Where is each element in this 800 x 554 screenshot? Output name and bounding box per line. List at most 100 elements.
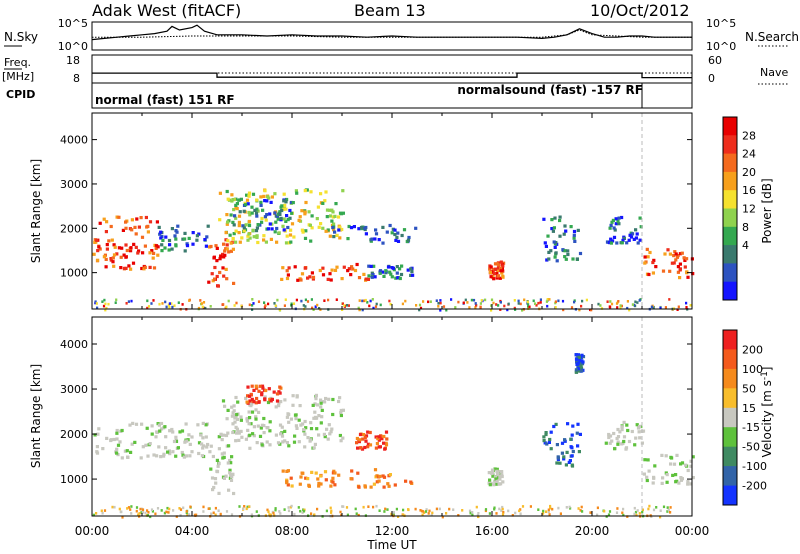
echo-cell	[120, 246, 124, 250]
echo-cell	[415, 304, 418, 307]
echo-cell	[497, 477, 501, 481]
echo-cell	[314, 397, 318, 401]
echo-cell	[490, 468, 495, 472]
echo-cell	[174, 454, 178, 458]
echo-cell	[254, 211, 259, 215]
echo-cell	[260, 384, 265, 388]
echo-cell	[419, 306, 423, 310]
echo-cell	[638, 299, 641, 302]
echo-cell	[206, 224, 210, 228]
echo-cell	[159, 236, 163, 240]
echo-cell	[159, 427, 164, 431]
echo-cell	[321, 226, 325, 230]
echo-cell	[303, 266, 307, 270]
echo-cell	[247, 232, 251, 236]
echo-cell	[304, 298, 307, 302]
echo-cell	[686, 275, 690, 279]
echo-cell	[641, 510, 644, 514]
echo-cell	[558, 234, 562, 238]
echo-cell	[159, 230, 163, 234]
echo-cell	[438, 507, 441, 511]
echo-cell	[306, 477, 310, 481]
echo-cell	[620, 215, 624, 220]
echo-cell	[125, 302, 128, 305]
echo-cell	[566, 252, 570, 257]
echo-cell	[127, 506, 131, 509]
echo-cell	[280, 277, 284, 281]
echo-cell	[493, 507, 496, 511]
echo-cell	[151, 510, 154, 513]
colorbar-tick-label: -100	[742, 460, 767, 473]
echo-cell	[313, 402, 317, 406]
echo-cell	[224, 231, 228, 235]
echo-cell	[636, 301, 639, 304]
echo-cell	[185, 439, 189, 443]
echo-cell	[633, 443, 637, 447]
echo-cell	[651, 260, 655, 265]
echo-cell	[680, 461, 685, 465]
echo-cell	[517, 299, 520, 303]
echo-cell	[303, 445, 307, 449]
echo-cell	[542, 509, 545, 513]
echo-cell	[548, 513, 551, 516]
colorbar-swatch	[723, 117, 737, 136]
echo-cell	[295, 191, 299, 195]
echo-cell	[302, 304, 305, 307]
echo-cell	[195, 238, 199, 242]
echo-cell	[203, 238, 207, 242]
echo-cell	[659, 515, 662, 519]
echo-cell	[319, 192, 323, 196]
echo-cell	[129, 267, 133, 271]
echo-cell	[289, 476, 293, 480]
echo-cell	[471, 511, 474, 514]
echo-cell	[272, 390, 276, 394]
echo-cell	[237, 224, 241, 228]
echo-cell	[285, 276, 290, 281]
echo-cell	[215, 470, 220, 474]
echo-cell	[299, 278, 303, 282]
echo-cell	[135, 509, 138, 513]
echo-cell	[150, 249, 154, 253]
echo-cell	[277, 404, 281, 408]
echo-cell	[286, 225, 290, 230]
echo-cell	[269, 399, 273, 403]
echo-cell	[156, 507, 160, 510]
echo-cell	[562, 457, 566, 461]
echo-cell	[197, 451, 201, 456]
echo-cell	[155, 430, 160, 434]
echo-cell	[564, 257, 568, 261]
echo-cell	[341, 211, 345, 215]
echo-cell	[679, 478, 683, 482]
echo-cell	[229, 249, 233, 253]
echo-cell	[209, 244, 213, 249]
echo-cell	[326, 277, 330, 281]
echo-cell	[293, 413, 298, 417]
echo-cell	[112, 243, 116, 247]
echo-cell	[674, 258, 678, 262]
echo-cell	[553, 245, 557, 249]
echo-cell	[543, 441, 547, 445]
echo-cell	[97, 245, 101, 249]
echo-cell	[262, 234, 266, 238]
echo-cell	[111, 505, 114, 509]
echo-cell	[233, 413, 237, 418]
echo-cell	[206, 442, 210, 447]
echo-cell	[223, 253, 227, 257]
echo-cell	[109, 438, 113, 443]
echo-cell	[303, 236, 308, 240]
echo-cell	[204, 423, 208, 427]
echo-cell	[679, 462, 683, 466]
echo-cell	[457, 300, 460, 304]
echo-cell	[621, 441, 625, 445]
echo-cell	[474, 302, 477, 305]
echo-cell	[135, 506, 139, 509]
echo-cell	[227, 488, 231, 492]
echo-cell	[402, 513, 405, 517]
echo-cell	[146, 509, 149, 512]
echo-cell	[317, 414, 321, 418]
echo-cell	[147, 305, 151, 308]
echo-cell	[590, 308, 593, 312]
echo-cell	[558, 461, 562, 465]
echo-cell	[552, 424, 556, 429]
echo-cell	[335, 265, 339, 269]
